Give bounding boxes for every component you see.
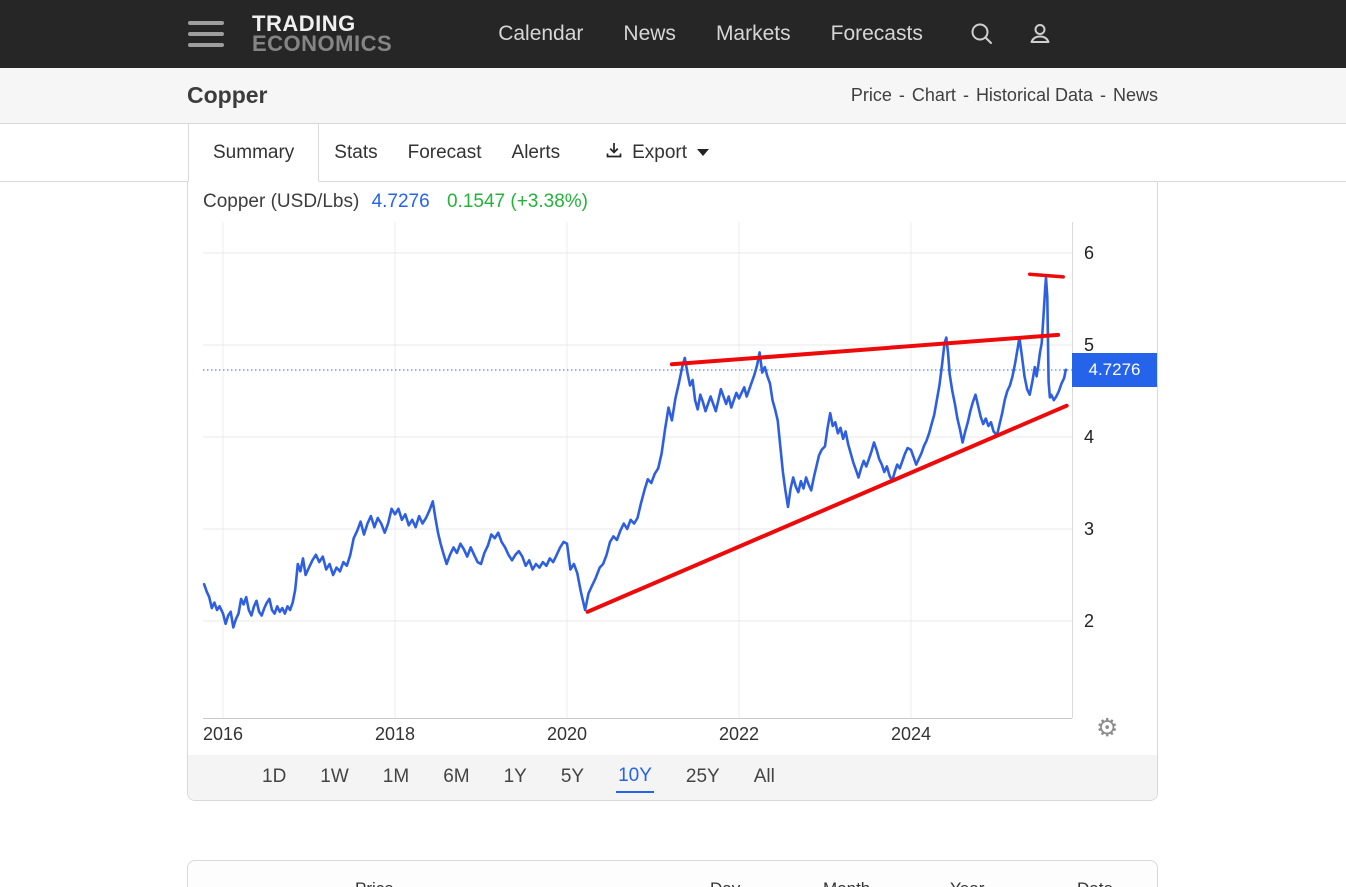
svg-text:2020: 2020 bbox=[547, 724, 587, 744]
link-separator: - bbox=[898, 85, 905, 105]
svg-text:2: 2 bbox=[1084, 611, 1094, 631]
range-1m-button[interactable]: 1M bbox=[381, 764, 411, 792]
table-header-date: Date bbox=[1077, 879, 1113, 887]
table-header-year: Year bbox=[950, 879, 984, 887]
export-label: Export bbox=[632, 141, 688, 163]
chart-symbol-label: Copper (USD/Lbs) bbox=[203, 191, 360, 212]
header-quick-links: Price - Chart - Historical Data - News bbox=[851, 85, 1158, 106]
chart-price-change: 0.1547 (+3.38%) bbox=[446, 191, 588, 212]
range-1w-button[interactable]: 1W bbox=[318, 764, 351, 792]
svg-text:6: 6 bbox=[1084, 243, 1094, 263]
link-separator: - bbox=[1099, 85, 1106, 105]
tab-forecast[interactable]: Forecast bbox=[407, 141, 482, 163]
link-price[interactable]: Price bbox=[850, 85, 892, 105]
range-5y-button[interactable]: 5Y bbox=[559, 764, 586, 792]
range-6m-button[interactable]: 6M bbox=[441, 764, 471, 792]
time-range-selector: 1D 1W 1M 6M 1Y 5Y 10Y 25Y All bbox=[188, 755, 1157, 800]
logo-line-trading: TRADING bbox=[252, 10, 356, 36]
chart-current-price: 4.7276 bbox=[371, 191, 430, 212]
logo-line-economics: ECONOMICS bbox=[252, 31, 393, 56]
nav-menu: Calendar News Markets Forecasts bbox=[498, 22, 923, 46]
range-1d-button[interactable]: 1D bbox=[260, 764, 288, 792]
export-dropdown-button[interactable]: Export bbox=[589, 124, 724, 181]
table-header-price: Price bbox=[355, 879, 394, 887]
user-account-icon[interactable] bbox=[1027, 21, 1053, 47]
chart-card: Copper (USD/Lbs) 4.7276 0.1547 (+3.38%) … bbox=[187, 182, 1158, 801]
link-historical-data[interactable]: Historical Data bbox=[975, 85, 1093, 105]
svg-text:4: 4 bbox=[1084, 427, 1094, 447]
nav-link-news[interactable]: News bbox=[623, 22, 676, 45]
search-icon[interactable] bbox=[969, 21, 995, 47]
chart-canvas[interactable]: 2016 2018 2020 2022 2024 2 3 4 5 6 bbox=[188, 182, 1157, 755]
link-separator: - bbox=[962, 85, 969, 105]
related-prices-table: Price Day Month Year Date bbox=[187, 860, 1158, 887]
page-header: Copper Price - Chart - Historical Data -… bbox=[0, 68, 1346, 124]
nav-link-calendar[interactable]: Calendar bbox=[498, 22, 584, 45]
range-1y-button[interactable]: 1Y bbox=[502, 764, 529, 792]
nav-link-markets[interactable]: Markets bbox=[715, 22, 791, 45]
tab-stats[interactable]: Stats bbox=[334, 141, 378, 163]
svg-text:5: 5 bbox=[1084, 335, 1094, 355]
price-chart[interactable]: Copper (USD/Lbs) 4.7276 0.1547 (+3.38%) … bbox=[188, 182, 1157, 755]
trading-economics-logo[interactable]: TRADING ECONOMICS bbox=[252, 10, 393, 56]
svg-text:2022: 2022 bbox=[719, 724, 759, 744]
top-navbar: TRADING ECONOMICS Calendar News Markets … bbox=[0, 0, 1346, 68]
table-header-day: Day bbox=[710, 879, 740, 887]
range-25y-button[interactable]: 25Y bbox=[684, 764, 722, 792]
svg-text:2018: 2018 bbox=[375, 724, 415, 744]
svg-text:2024: 2024 bbox=[891, 724, 931, 744]
nav-link-forecasts[interactable]: Forecasts bbox=[830, 22, 923, 45]
range-all-button[interactable]: All bbox=[752, 764, 777, 792]
link-news[interactable]: News bbox=[1112, 85, 1158, 105]
download-icon bbox=[604, 140, 624, 166]
tab-bar: Summary Stats Forecast Alerts Export bbox=[0, 124, 1346, 182]
table-header-month: Month bbox=[823, 879, 870, 887]
last-price-badge: 4.7276 bbox=[1072, 353, 1157, 388]
page-title: Copper bbox=[187, 82, 268, 108]
chart-title: Copper (USD/Lbs) 4.7276 0.1547 (+3.38%) bbox=[203, 191, 588, 213]
chart-settings-gear-icon[interactable]: ⚙ bbox=[1096, 713, 1119, 742]
hamburger-menu-icon[interactable] bbox=[188, 21, 224, 47]
svg-text:3: 3 bbox=[1084, 519, 1094, 539]
range-10y-button[interactable]: 10Y bbox=[616, 763, 654, 793]
tab-alerts[interactable]: Alerts bbox=[511, 141, 561, 163]
chevron-down-icon bbox=[697, 149, 710, 156]
link-chart[interactable]: Chart bbox=[911, 85, 956, 105]
tab-summary[interactable]: Summary bbox=[188, 124, 320, 182]
svg-text:2016: 2016 bbox=[203, 724, 243, 744]
